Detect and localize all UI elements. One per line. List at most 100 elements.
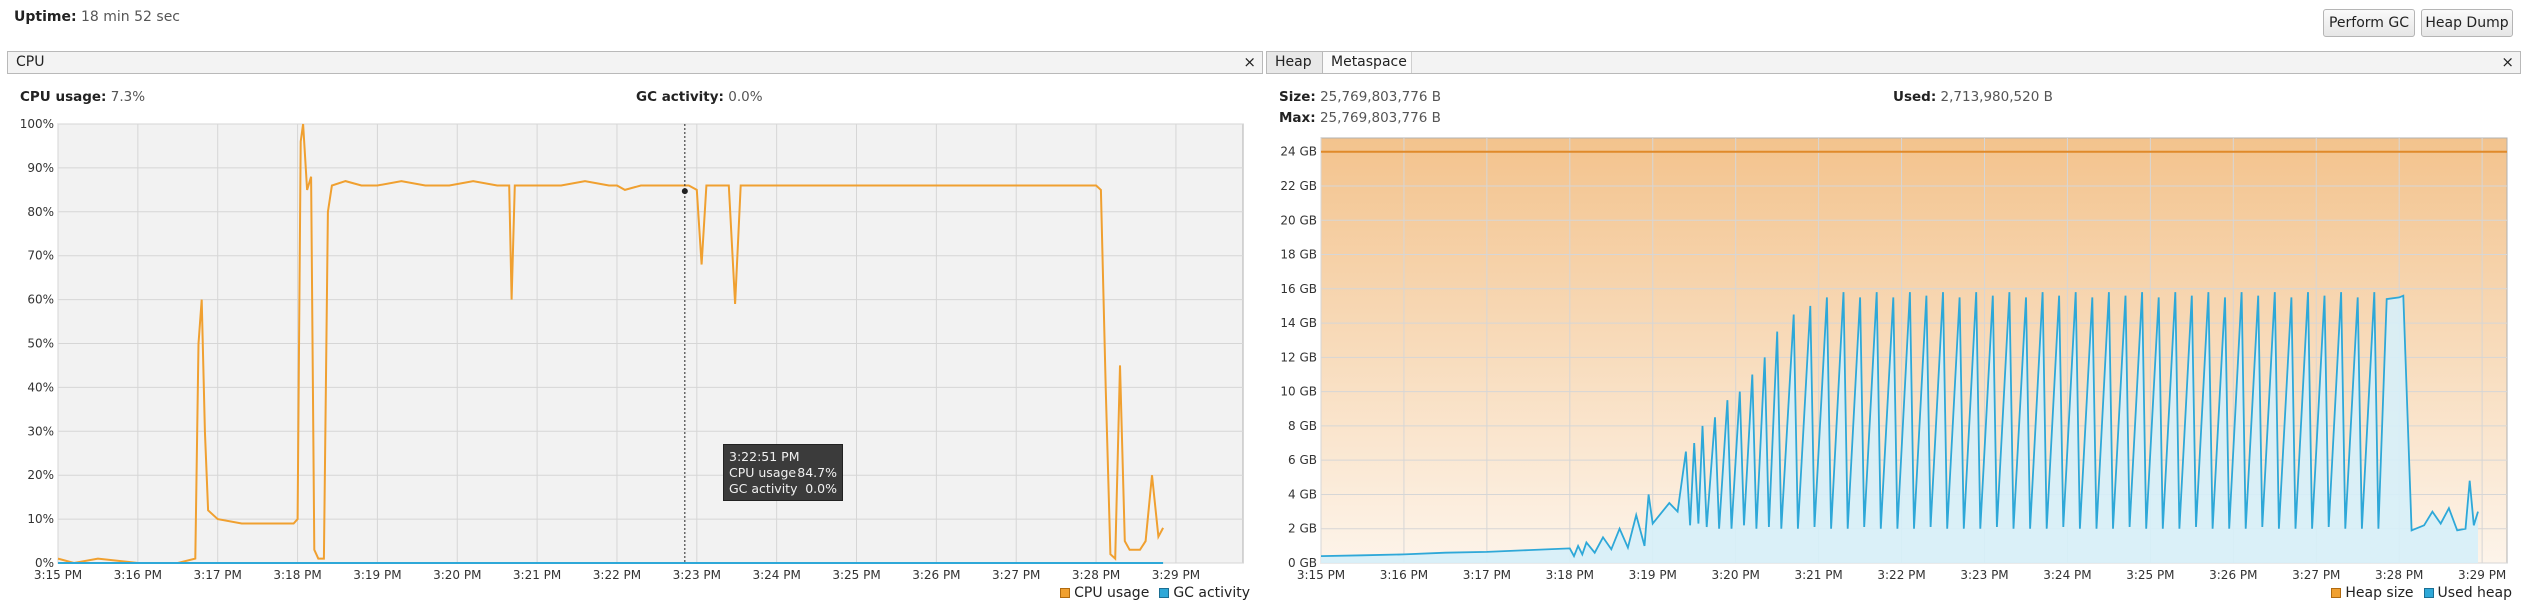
heap-used-label: Used: [1893,89,1937,105]
x-tick-label: 3:15 PM [34,568,82,582]
x-tick-label: 3:23 PM [1960,568,2008,582]
y-tick-label: 70% [27,249,54,263]
y-tick-label: 10 GB [1280,385,1317,399]
x-tick-label: 3:20 PM [433,568,481,582]
heap-size-legend-swatch [2331,588,2342,598]
tooltip-cpu-value: 84.7% [797,465,837,480]
y-tick-label: 2 GB [1288,522,1317,536]
y-tick-label: 0 GB [1288,556,1317,570]
y-tick-label: 30% [27,424,54,438]
x-tick-label: 3:15 PM [1297,568,1345,582]
tab-metaspace[interactable]: Metaspace [1323,52,1412,73]
heap-size-label: Size: [1279,89,1316,105]
heap-dump-button[interactable]: Heap Dump [2421,9,2513,37]
x-tick-label: 3:21 PM [1794,568,1842,582]
gc-activity-value: 0.0% [728,89,763,105]
x-tick-label: 3:29 PM [2458,568,2506,582]
y-tick-label: 100% [20,117,54,131]
used-heap-legend-swatch [2423,588,2434,598]
cpu-usage-legend-swatch [1060,588,1071,598]
heap-size-value: 25,769,803,776 B [1320,89,1441,105]
heap-tab-bar: Heap Metaspace × [1266,51,2521,74]
x-tick-label: 3:25 PM [2126,568,2174,582]
cpu-usage-value: 7.3% [110,89,146,105]
uptime-label: Uptime: [14,9,77,25]
used-heap-legend-label: Used heap [2437,585,2512,601]
heap-legend: Heap size Used heap [2331,585,2512,601]
x-tick-label: 3:26 PM [2209,568,2257,582]
y-tick-label: 10% [27,512,54,526]
x-tick-label: 3:16 PM [1380,568,1428,582]
y-tick-label: 20% [27,468,54,482]
x-tick-label: 3:24 PM [752,568,800,582]
cpu-usage-stat: CPU usage: 7.3% [20,89,145,105]
tooltip-gc-label: GC activity [729,481,798,496]
x-tick-label: 3:19 PM [353,568,401,582]
y-tick-label: 60% [27,293,54,307]
x-tick-label: 3:18 PM [1546,568,1594,582]
x-tick-label: 3:19 PM [1629,568,1677,582]
heap-size-stat: Size: 25,769,803,776 B [1279,89,1441,105]
heap-chart[interactable]: 0 GB 2 GB 4 GB 6 GB 8 GB 10 GB 12 GB 14 GB 16 GB… [1266,130,2528,585]
x-tick-label: 3:28 PM [2375,568,2423,582]
x-tick-label: 3:21 PM [513,568,561,582]
heap-used-stat: Used: 2,713,980,520 B [1893,89,2053,105]
gc-activity-legend-swatch [1159,588,1170,598]
x-tick-label: 3:18 PM [273,568,321,582]
tooltip-time: 3:22:51 PM [729,449,800,464]
cpu-legend: CPU usage GC activity [1060,585,1250,601]
heap-max-stat: Max: 25,769,803,776 B [1279,110,1441,126]
y-tick-label: 50% [27,337,54,351]
cpu-tab-bar: CPU × [7,51,1263,74]
y-tick-label: 4 GB [1288,487,1317,501]
cpu-usage-label: CPU usage: [20,89,107,105]
tab-heap[interactable]: Heap [1267,52,1323,73]
x-tick-label: 3:22 PM [1877,568,1925,582]
uptime-display: Uptime: 18 min 52 sec [14,9,180,25]
y-tick-label: 40% [27,380,54,394]
cpu-chart[interactable]: 0% 10% 20% 30% 40% 50% 60% 70% 80% 90% 100% 3:15 PM… [0,110,1260,585]
heap-close-icon[interactable]: × [2501,53,2514,71]
cpu-close-icon[interactable]: × [1243,53,1256,71]
x-tick-label: 3:27 PM [992,568,1040,582]
heap-max-label: Max: [1279,110,1316,126]
x-tick-label: 3:25 PM [832,568,880,582]
x-tick-label: 3:16 PM [114,568,162,582]
x-tick-label: 3:29 PM [1152,568,1200,582]
y-tick-label: 90% [27,161,54,175]
x-tick-label: 3:27 PM [2292,568,2340,582]
perform-gc-button[interactable]: Perform GC [2323,9,2415,37]
used-heap-series-line [1320,292,2479,559]
y-tick-label: 8 GB [1288,419,1317,433]
heap-max-value: 25,769,803,776 B [1319,110,1441,126]
x-tick-label: 3:17 PM [1463,568,1511,582]
cpu-usage-legend-label: CPU usage [1074,585,1150,601]
y-tick-label: 0% [35,556,54,570]
cpu-chart-tooltip: 3:22:51 PM CPU usage 84.7% GC activity 0… [723,444,843,501]
y-tick-label: 80% [27,205,54,219]
y-tick-label: 16 GB [1280,282,1317,296]
tooltip-cpu-row: CPU usage 84.7% [729,465,837,481]
y-tick-label: 20 GB [1280,213,1317,227]
y-tick-label: 12 GB [1280,350,1317,364]
y-tick-label: 24 GB [1280,145,1317,159]
y-tick-label: 18 GB [1280,248,1317,262]
tooltip-gc-row: GC activity 0.0% [729,481,837,497]
gc-activity-legend-label: GC activity [1173,585,1250,601]
x-tick-label: 3:23 PM [673,568,721,582]
heap-size-legend-label: Heap size [2345,585,2414,601]
heap-used-value: 2,713,980,520 B [1940,89,2053,105]
uptime-value: 18 min 52 sec [81,9,180,25]
tab-cpu[interactable]: CPU [16,54,45,70]
y-tick-label: 14 GB [1280,316,1317,330]
x-tick-label: 3:22 PM [593,568,641,582]
x-tick-label: 3:17 PM [194,568,242,582]
y-tick-label: 6 GB [1288,453,1317,467]
gc-activity-stat: GC activity: 0.0% [636,89,763,105]
tooltip-cpu-label: CPU usage [729,465,797,480]
y-tick-label: 22 GB [1280,179,1317,193]
gc-activity-label: GC activity: [636,89,724,105]
x-tick-label: 3:20 PM [1712,568,1760,582]
x-tick-label: 3:28 PM [1072,568,1120,582]
tooltip-point [681,188,688,195]
